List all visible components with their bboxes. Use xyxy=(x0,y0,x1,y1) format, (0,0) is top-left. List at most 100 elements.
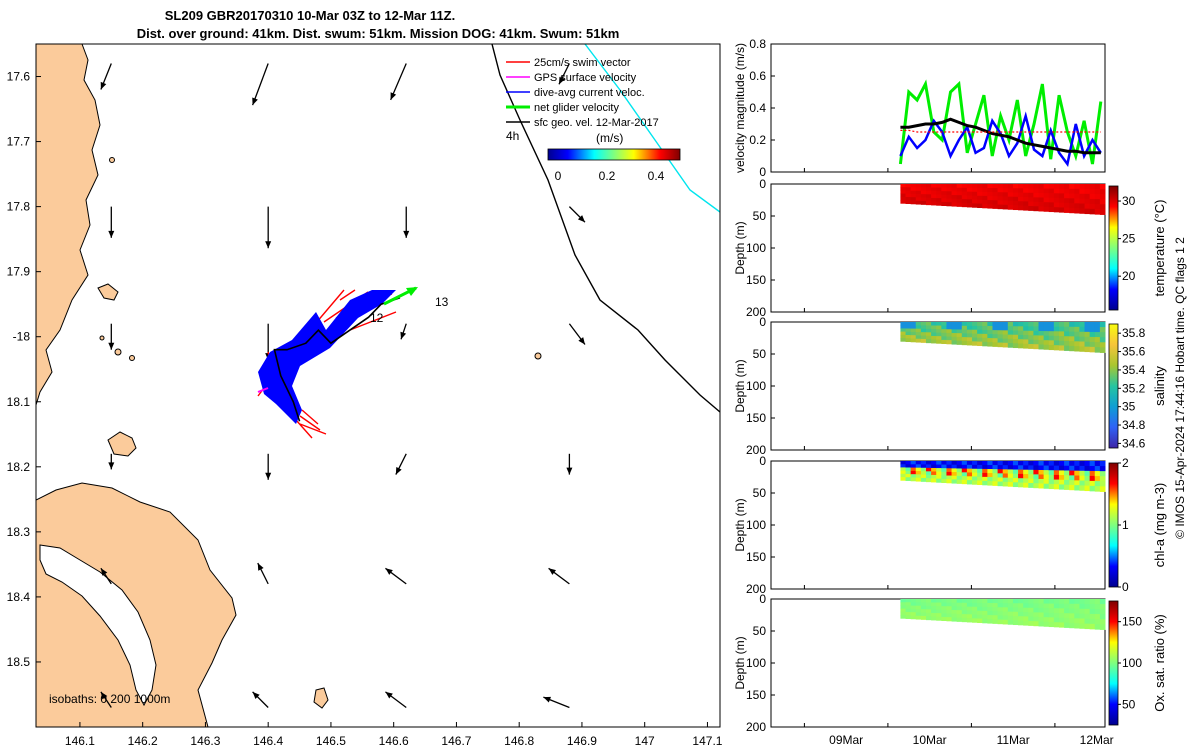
oxygen-cell xyxy=(1094,604,1101,610)
chla-cell xyxy=(915,467,922,472)
temperature-ytick-label: 150 xyxy=(746,273,766,287)
temperature-cell xyxy=(987,188,993,193)
oxygen-cell xyxy=(972,618,978,623)
temperature-cell xyxy=(931,190,937,195)
chla-colorbar xyxy=(1108,462,1119,588)
oxygen-cell xyxy=(992,603,999,608)
oxygen-cell xyxy=(961,602,968,608)
salinity-cell xyxy=(920,325,927,330)
salinity-cell xyxy=(961,340,968,346)
oxygen-cell xyxy=(1074,613,1080,619)
salinity-cell xyxy=(982,337,988,343)
map-ytick-label: 17.8 xyxy=(7,200,31,214)
salinity-cell xyxy=(941,336,947,341)
chla-cell xyxy=(1023,482,1029,488)
oxygen-cell xyxy=(1074,618,1080,624)
chla-cell xyxy=(1079,470,1086,477)
chla-cell xyxy=(1053,474,1060,481)
oxygen-cell xyxy=(982,618,988,624)
oxygen-cell xyxy=(951,617,958,622)
oxygen-cell xyxy=(1069,603,1075,610)
chla-cell xyxy=(987,465,993,470)
oxygen-cell xyxy=(987,615,993,620)
salinity-cell xyxy=(1069,336,1075,342)
chla-cell xyxy=(987,461,993,466)
salinity-cell xyxy=(1074,341,1080,347)
temperature-ylabel: Depth (m) xyxy=(733,221,747,274)
chla-cell xyxy=(1053,479,1060,485)
oxygen-cell xyxy=(1018,611,1024,617)
oxygen-cell xyxy=(905,611,912,616)
velocity-frame xyxy=(770,43,1106,173)
chla-cell xyxy=(1089,470,1096,477)
reef-dot-5 xyxy=(99,335,105,341)
temperature-cell xyxy=(1064,202,1070,209)
temperature-cell xyxy=(936,194,942,199)
oxygen-cell xyxy=(982,606,988,612)
net-velocity-arrowhead xyxy=(406,287,418,296)
salinity-cell xyxy=(1084,331,1091,338)
chla-cell xyxy=(1069,484,1075,491)
island-small-1 xyxy=(313,687,329,709)
oxygen-cell xyxy=(920,602,927,607)
oxygen-cell xyxy=(910,608,917,613)
temperature-cell xyxy=(997,188,1004,193)
chla-cell xyxy=(1018,469,1024,475)
reef-dot-3 xyxy=(114,348,122,356)
salinity-cell xyxy=(1099,332,1106,338)
salinity-cell xyxy=(936,336,942,341)
temperature-cell xyxy=(1028,188,1034,194)
salinity-cell xyxy=(1048,335,1055,341)
temperature-cell xyxy=(1048,188,1055,194)
temperature-cell xyxy=(1099,204,1106,210)
chla-cell xyxy=(977,472,983,478)
salinity-ytick-label: 150 xyxy=(746,411,766,425)
map-frame xyxy=(35,43,721,728)
oxygen-cell xyxy=(1023,612,1029,617)
speed-colorbar-bar xyxy=(547,148,681,161)
salinity-cell xyxy=(1028,344,1034,349)
temperature-panel: 0 50 100 150 200 Depth (m) 30 25 20 temperature (… xyxy=(733,177,1167,319)
oxygen-cell xyxy=(1002,615,1009,621)
oxygen-cell xyxy=(982,610,988,616)
chla-cell xyxy=(1012,473,1019,479)
oxygen-cell xyxy=(905,605,912,610)
salinity-cell xyxy=(977,341,983,347)
oxygen-cell xyxy=(936,599,942,604)
oxygen-cell xyxy=(1099,599,1106,605)
velocity-panel: 0 0.2 0.4 0.6 0.8 velocity magnitude (m/s) xyxy=(733,37,1106,179)
chla-cell xyxy=(1058,484,1065,490)
chla-cell xyxy=(1043,470,1050,476)
temperature-cell xyxy=(920,184,927,188)
temperature-cell xyxy=(1038,197,1045,203)
chla-cell xyxy=(1084,470,1091,477)
temperature-cell xyxy=(992,200,999,205)
salinity-cell xyxy=(1007,334,1014,340)
temperature-cell xyxy=(1002,204,1009,210)
temperature-cell xyxy=(946,187,953,192)
temperature-cell xyxy=(966,187,973,193)
chla-cell xyxy=(992,481,999,486)
map-xtick-label: 146.6 xyxy=(379,734,409,748)
oxygen-cell xyxy=(925,599,932,603)
salinity-cell xyxy=(1053,340,1060,346)
temperature-cell xyxy=(1058,198,1065,204)
chla-cell xyxy=(915,474,922,479)
temperature-cell xyxy=(1007,205,1014,210)
oxygen-cell xyxy=(1038,621,1045,627)
temperature-cell xyxy=(1048,184,1055,190)
velocity-lines xyxy=(898,79,1103,167)
oxygen-cell xyxy=(992,599,999,604)
temperature-cell xyxy=(1058,193,1065,199)
salinity-cell xyxy=(992,342,999,347)
temperature-cell xyxy=(936,198,942,203)
chla-cell xyxy=(1038,483,1045,489)
oxygen-cell xyxy=(1007,603,1014,608)
temperature-cell xyxy=(910,200,917,205)
chla-cell xyxy=(1069,465,1075,472)
temperature-cell xyxy=(936,201,942,206)
temperature-cell xyxy=(1028,201,1034,207)
oxygen-cell xyxy=(1074,603,1080,610)
chla-cell xyxy=(1099,476,1106,482)
chla-cell xyxy=(1074,470,1080,476)
